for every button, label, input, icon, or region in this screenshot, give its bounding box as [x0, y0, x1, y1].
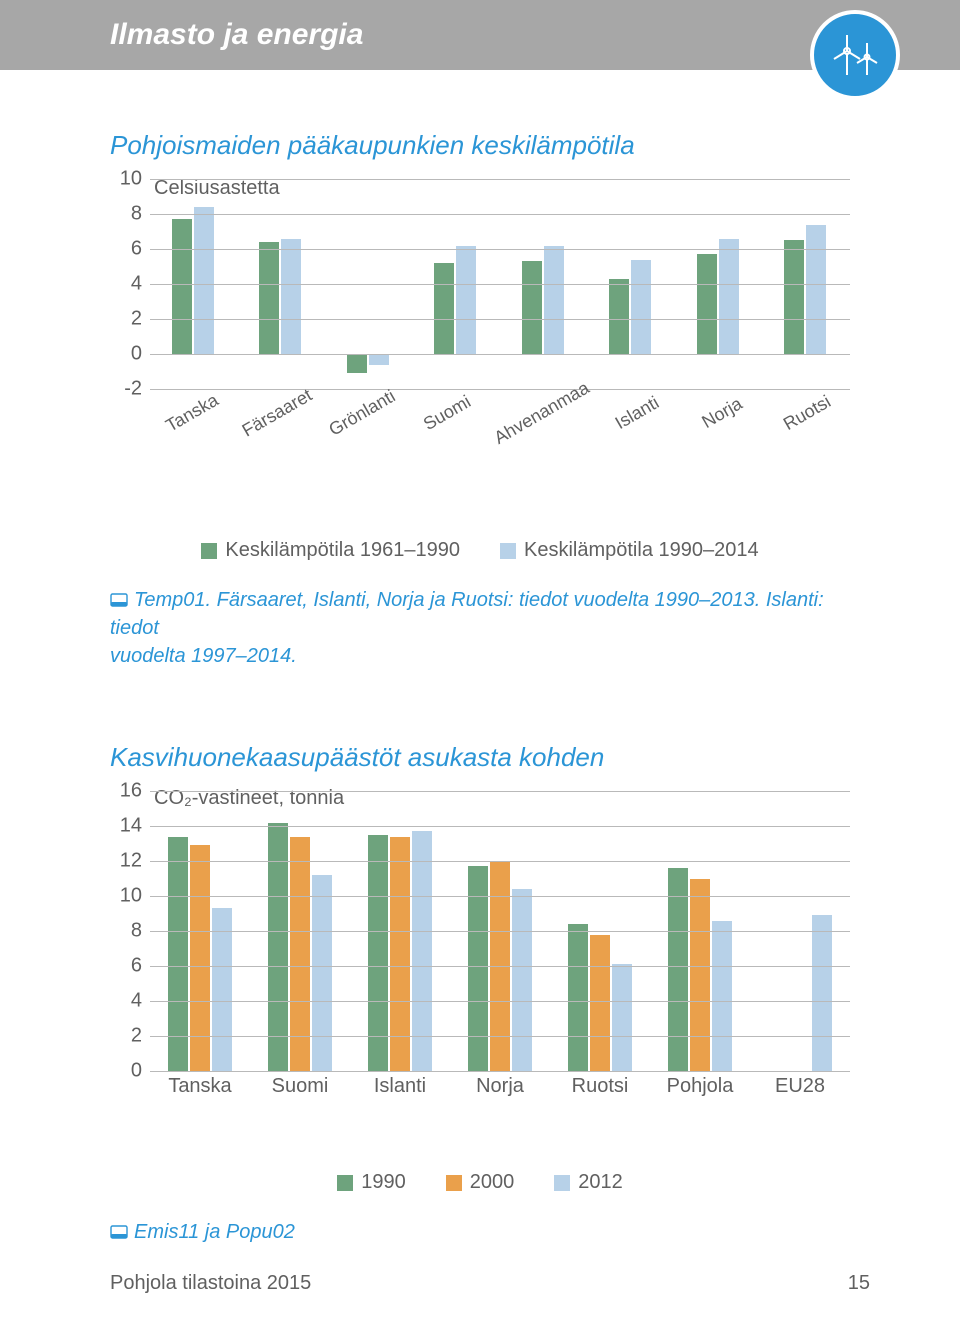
chart2-bar	[668, 868, 688, 1071]
chart1-source-l1: Temp01. Färsaaret, Islanti, Norja ja Ruo…	[110, 589, 824, 639]
chart2-ytick: 2	[131, 1025, 142, 1048]
chart1-bar	[434, 263, 454, 354]
chart1-ytick: 2	[131, 308, 142, 331]
chart2-legend-item: 2000	[446, 1171, 515, 1194]
chart1-plot	[150, 179, 850, 389]
chart1-legend-item: Keskilämpötila 1990–2014	[500, 539, 759, 562]
chart1-ytick: 4	[131, 273, 142, 296]
page-title: Ilmasto ja energia	[110, 18, 363, 52]
chart2-xlabel: Tanska	[150, 1075, 250, 1098]
chart2-title: Kasvihuonekaasupäästöt asukasta kohden	[110, 742, 850, 773]
chart1-bar	[806, 225, 826, 355]
chart2-ytick: 8	[131, 920, 142, 943]
chart1-bar	[631, 260, 651, 355]
content: Pohjoismaiden pääkaupunkien keskilämpöti…	[0, 70, 960, 1246]
disk-icon	[110, 587, 128, 601]
legend-swatch	[201, 543, 217, 559]
chart2-ytick: 4	[131, 990, 142, 1013]
chart2-legend-item: 1990	[337, 1171, 406, 1194]
chart1-xlabel: Tanska	[150, 383, 234, 444]
chart2-legend: 1990 2000 2012	[110, 1171, 850, 1194]
chart1-y-labels: -20246810	[110, 179, 150, 419]
chart2-ytick: 10	[120, 885, 142, 908]
chart1-bar	[172, 219, 192, 354]
chart2-ytick: 0	[131, 1060, 142, 1083]
chart1-ytick: 10	[120, 168, 142, 191]
chart1-bar	[522, 261, 542, 354]
chart2-ytick: 6	[131, 955, 142, 978]
chart2-bar	[712, 921, 732, 1072]
chart2-xlabel: Norja	[450, 1075, 550, 1098]
chart1-xlabel: Ruotsi	[765, 383, 849, 444]
chart2-bar	[190, 845, 210, 1071]
chart2: CO₂-vastineet, tonnia 0246810121416 Tans…	[110, 791, 850, 1111]
chart1-xlabel: Suomi	[405, 383, 489, 444]
chart1-ytick: 0	[131, 343, 142, 366]
footer-left: Pohjola tilastoina 2015	[110, 1272, 311, 1295]
chart1-ytick: 8	[131, 203, 142, 226]
chart1-bar	[456, 246, 476, 355]
chart1-bar	[784, 240, 804, 354]
chart1-source-l2: vuodelta 1997–2014.	[110, 645, 297, 667]
chart2-x-labels: TanskaSuomiIslantiNorjaRuotsiPohjolaEU28	[150, 1075, 850, 1098]
chart1-bar	[544, 246, 564, 355]
disk-icon	[110, 1219, 128, 1233]
chart1-bar	[609, 279, 629, 354]
chart1-bar	[281, 239, 301, 355]
chart2-xlabel: Pohjola	[650, 1075, 750, 1098]
chart2-y-labels: 0246810121416	[110, 791, 150, 1071]
chart1: Celsiusastetta -20246810 TanskaFärsaaret…	[110, 179, 850, 479]
header-bar: Ilmasto ja energia	[0, 0, 960, 70]
chart1-bar	[347, 354, 367, 373]
chart1-legend-item: Keskilämpötila 1961–1990	[201, 539, 460, 562]
chart1-xlabel: Grönlanti	[320, 383, 404, 444]
chart2-bar	[590, 935, 610, 1072]
chart1-x-labels: TanskaFärsaaretGrönlantiSuomiAhvenanmaaI…	[150, 391, 850, 412]
chart1-ytick: -2	[124, 378, 142, 401]
chart2-xlabel: EU28	[750, 1075, 850, 1098]
legend-swatch	[446, 1175, 462, 1191]
chart2-bar	[312, 875, 332, 1071]
chart2-bar	[612, 964, 632, 1071]
chart1-ytick: 6	[131, 238, 142, 261]
chart1-xlabel: Färsaaret	[235, 383, 319, 444]
legend-swatch	[500, 543, 516, 559]
chart1-source: Temp01. Färsaaret, Islanti, Norja ja Ruo…	[110, 586, 850, 670]
footer-page-number: 15	[848, 1272, 870, 1295]
chart2-ytick: 16	[120, 780, 142, 803]
wind-turbine-icon	[810, 10, 900, 100]
chart2-xlabel: Ruotsi	[550, 1075, 650, 1098]
chart2-bar	[812, 915, 832, 1071]
chart2-bar	[512, 889, 532, 1071]
chart1-bar	[194, 207, 214, 354]
chart2-legend-item: 2012	[554, 1171, 623, 1194]
chart1-bar	[369, 354, 389, 365]
legend-swatch	[337, 1175, 353, 1191]
chart2-bar	[690, 879, 710, 1072]
chart2-ytick: 12	[120, 850, 142, 873]
chart2-plot	[150, 791, 850, 1071]
chart2-bar	[212, 908, 232, 1071]
chart1-bar	[719, 239, 739, 355]
chart2-source: Emis11 ja Popu02	[110, 1218, 850, 1246]
chart2-bar	[568, 924, 588, 1071]
chart1-bar	[259, 242, 279, 354]
chart2-source-text: Emis11 ja Popu02	[134, 1221, 295, 1243]
chart1-xlabel: Norja	[681, 383, 765, 444]
chart1-bar	[697, 254, 717, 354]
chart1-xlabel: Islanti	[596, 383, 680, 444]
chart2-xlabel: Islanti	[350, 1075, 450, 1098]
chart2-ytick: 14	[120, 815, 142, 838]
chart2-xlabel: Suomi	[250, 1075, 350, 1098]
chart2-bar	[268, 823, 288, 1072]
legend-swatch	[554, 1175, 570, 1191]
page-footer: Pohjola tilastoina 2015 15	[110, 1272, 870, 1295]
chart1-legend: Keskilämpötila 1961–1990 Keskilämpötila 1…	[110, 539, 850, 562]
chart1-title: Pohjoismaiden pääkaupunkien keskilämpöti…	[110, 130, 850, 161]
